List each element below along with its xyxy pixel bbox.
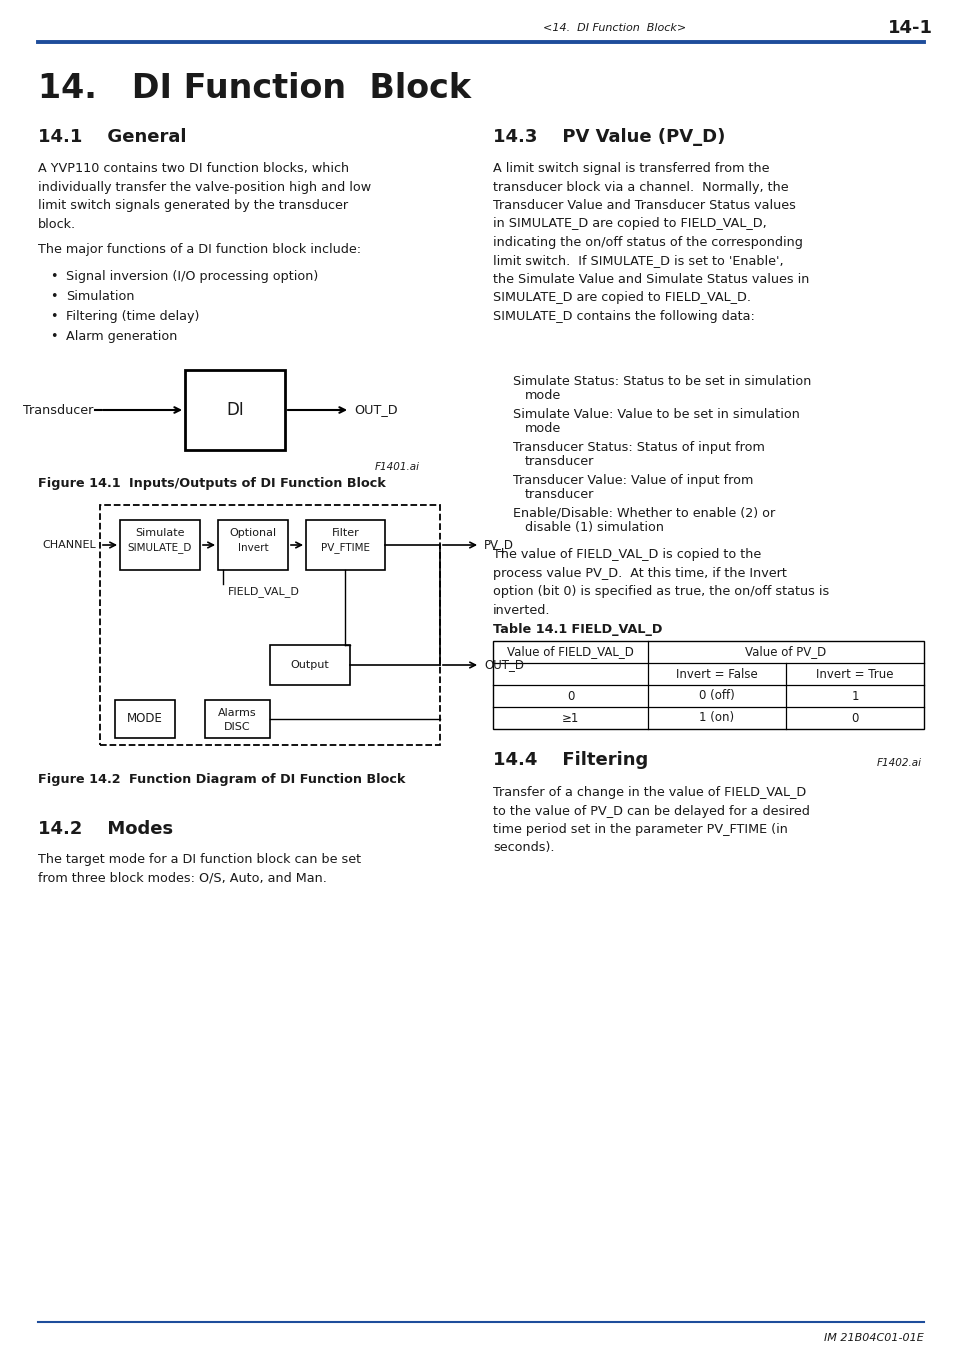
Text: The major functions of a DI function block include:: The major functions of a DI function blo… [38, 243, 361, 256]
Text: F1402.ai: F1402.ai [876, 757, 921, 768]
Text: Transducer Status: Status of input from: Transducer Status: Status of input from [513, 441, 764, 454]
Text: IM 21B04C01-01E: IM 21B04C01-01E [823, 1332, 923, 1343]
Text: 14.4    Filtering: 14.4 Filtering [493, 751, 648, 769]
Text: 0: 0 [850, 711, 858, 725]
Bar [205, 701, 270, 738]
Bar [115, 701, 174, 738]
Bar [185, 370, 285, 450]
Text: PV_D: PV_D [483, 539, 514, 552]
Text: •: • [51, 270, 58, 284]
Text: SIMULATE_D: SIMULATE_D [128, 543, 192, 554]
Text: ≥1: ≥1 [561, 711, 578, 725]
Text: MODE: MODE [127, 713, 163, 725]
Text: The target mode for a DI function block can be set
from three block modes: O/S, : The target mode for a DI function block … [38, 853, 361, 884]
Text: Table 14.1: Table 14.1 [493, 622, 567, 636]
Text: 1 (on): 1 (on) [699, 711, 734, 725]
Text: 14.1    General: 14.1 General [38, 128, 186, 146]
Text: Invert = True: Invert = True [816, 667, 893, 680]
Text: Inputs/Outputs of DI Function Block: Inputs/Outputs of DI Function Block [111, 477, 385, 490]
Text: Signal inversion (I/O processing option): Signal inversion (I/O processing option) [66, 270, 318, 284]
Text: 14.3    PV Value (PV_D): 14.3 PV Value (PV_D) [493, 128, 724, 146]
Bar [218, 520, 288, 570]
Text: transducer: transducer [524, 487, 594, 501]
Text: Alarms: Alarms [218, 707, 256, 718]
Text: Enable/Disable: Whether to enable (2) or: Enable/Disable: Whether to enable (2) or [513, 508, 775, 520]
Text: Invert = False: Invert = False [676, 667, 757, 680]
Text: disable (1) simulation: disable (1) simulation [524, 521, 663, 535]
Text: Function Diagram of DI Function Block: Function Diagram of DI Function Block [111, 774, 405, 786]
Text: A limit switch signal is transferred from the
transducer block via a channel.  N: A limit switch signal is transferred fro… [493, 162, 808, 323]
Text: Value of PV_D: Value of PV_D [744, 645, 825, 659]
Text: 1: 1 [850, 690, 858, 702]
Text: OUT_D: OUT_D [483, 659, 523, 671]
Text: The value of FIELD_VAL_D is copied to the
process value PV_D.  At this time, if : The value of FIELD_VAL_D is copied to th… [493, 548, 828, 617]
Text: Output: Output [291, 660, 329, 670]
Text: Simulate Status: Status to be set in simulation: Simulate Status: Status to be set in sim… [513, 375, 810, 387]
Text: 14.   DI Function  Block: 14. DI Function Block [38, 72, 471, 104]
Text: Figure 14.2: Figure 14.2 [38, 774, 120, 786]
Text: Filtering (time delay): Filtering (time delay) [66, 310, 199, 323]
Text: mode: mode [524, 423, 560, 435]
Text: A YVP110 contains two DI function blocks, which
individually transfer the valve-: A YVP110 contains two DI function blocks… [38, 162, 371, 231]
Text: 14-1: 14-1 [886, 19, 931, 36]
Text: Filter: Filter [332, 528, 359, 539]
Text: Transfer of a change in the value of FIELD_VAL_D
to the value of PV_D can be del: Transfer of a change in the value of FIE… [493, 786, 809, 855]
Text: 0: 0 [566, 690, 574, 702]
Text: Transducer: Transducer [23, 404, 92, 417]
Text: F1401.ai: F1401.ai [375, 462, 419, 472]
Text: Value of FIELD_VAL_D: Value of FIELD_VAL_D [507, 645, 634, 659]
Text: OUT_D: OUT_D [354, 404, 397, 417]
Bar [270, 645, 350, 684]
Text: FIELD_VAL_D: FIELD_VAL_D [558, 622, 661, 636]
Bar [120, 520, 200, 570]
Text: Simulate: Simulate [135, 528, 185, 539]
Text: mode: mode [524, 389, 560, 402]
Text: Alarm generation: Alarm generation [66, 329, 177, 343]
Text: <14.  DI Function  Block>: <14. DI Function Block> [543, 23, 686, 32]
Text: FIELD_VAL_D: FIELD_VAL_D [228, 586, 299, 597]
Text: •: • [51, 329, 58, 343]
Text: CHANNEL: CHANNEL [42, 540, 96, 549]
Text: •: • [51, 310, 58, 323]
Text: DISC: DISC [224, 722, 251, 732]
Text: transducer: transducer [524, 455, 594, 468]
Text: Simulation: Simulation [66, 290, 134, 302]
Text: Transducer Value: Value of input from: Transducer Value: Value of input from [513, 474, 753, 487]
Text: 0 (off): 0 (off) [699, 690, 734, 702]
Text: Simulate Value: Value to be set in simulation: Simulate Value: Value to be set in simul… [513, 408, 799, 421]
Text: PV_FTIME: PV_FTIME [320, 543, 370, 554]
Bar [493, 641, 923, 729]
Text: Optional: Optional [230, 528, 276, 539]
Text: Figure 14.1: Figure 14.1 [38, 477, 120, 490]
Bar [306, 520, 385, 570]
Text: Invert: Invert [237, 543, 268, 554]
Text: 14.2    Modes: 14.2 Modes [38, 819, 172, 838]
Bar [100, 505, 439, 745]
Text: •: • [51, 290, 58, 302]
Text: DI: DI [226, 401, 244, 418]
